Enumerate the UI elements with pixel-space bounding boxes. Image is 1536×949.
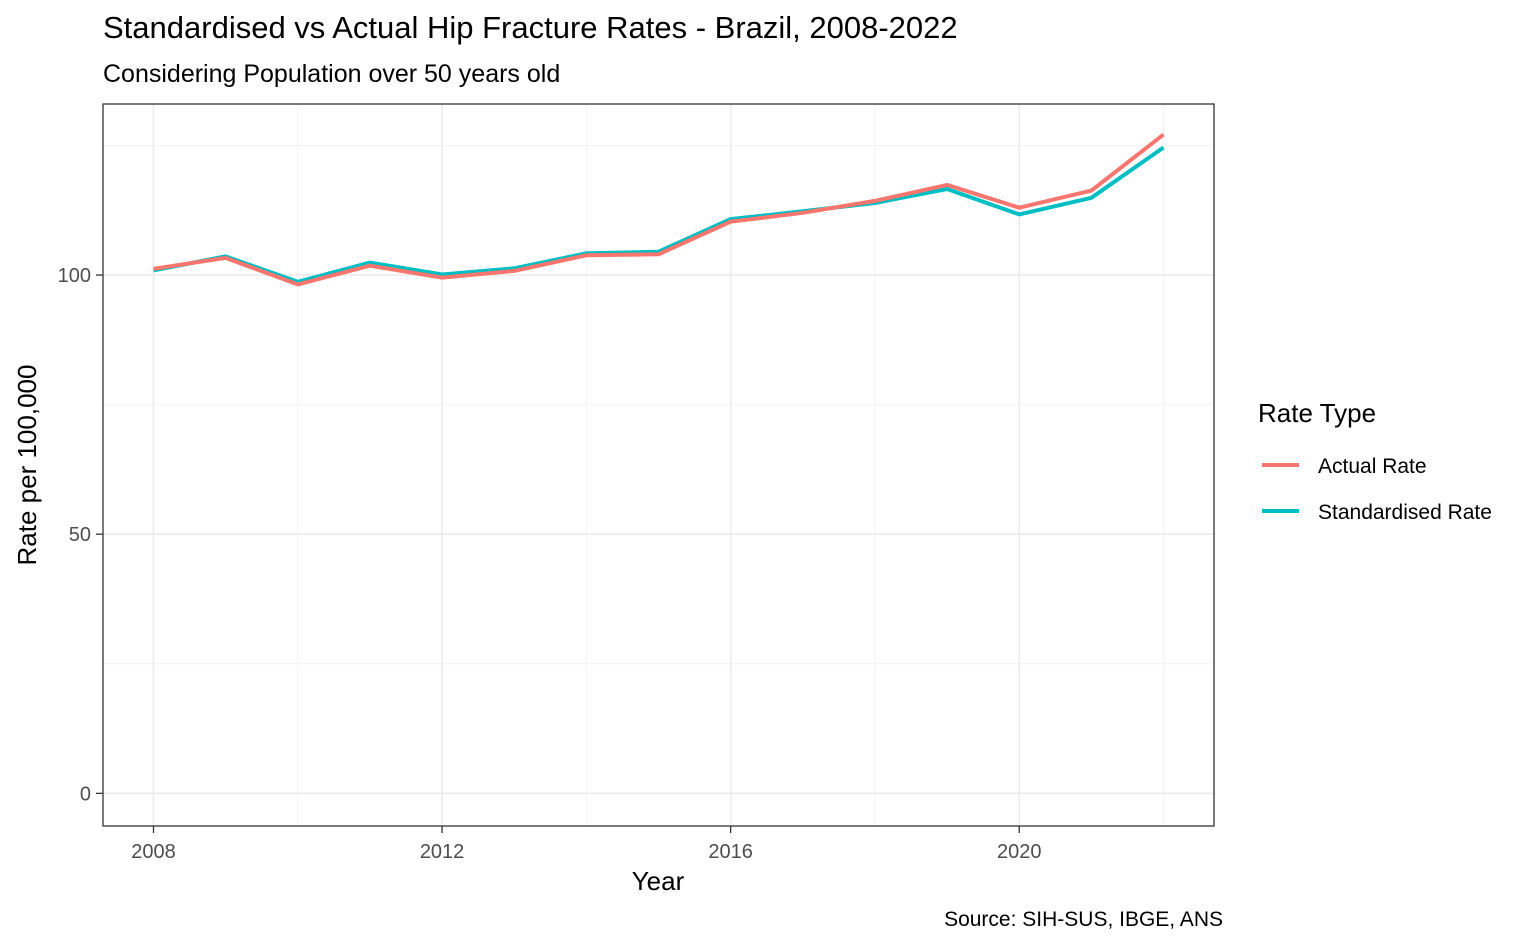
legend-label-actual-rate: Actual Rate [1318, 455, 1427, 478]
legend-title: Rate Type [1258, 398, 1376, 428]
x-tick-label: 2020 [997, 841, 1042, 863]
y-tick-label: 100 [58, 265, 91, 287]
chart-subtitle: Considering Population over 50 years old [103, 60, 561, 88]
x-tick-label: 2012 [420, 841, 465, 863]
axis-ticks [96, 274, 1020, 833]
series-line-standardised-rate [153, 145, 1165, 284]
x-tick-label: 2016 [708, 841, 753, 863]
y-tick-label: 50 [69, 524, 91, 546]
series-lines [153, 133, 1165, 287]
y-axis-title: Rate per 100,000 [12, 365, 42, 566]
chart-title: Standardised vs Actual Hip Fracture Rate… [103, 10, 958, 45]
legend-label-standardised-rate: Standardised Rate [1318, 501, 1492, 524]
plot-panel-border [102, 103, 1215, 827]
x-tick-labels: 2008 2012 2016 2020 [131, 841, 1041, 863]
major-gridlines [103, 104, 1214, 826]
x-axis-title: Year [632, 866, 685, 896]
x-tick-label: 2008 [131, 841, 176, 863]
source-caption: Source: SIH-SUS, IBGE, ANS [944, 908, 1223, 931]
y-tick-label: 0 [80, 783, 91, 805]
series-line-actual-rate [153, 133, 1165, 287]
legend-items: Actual Rate Standardised Rate [1262, 455, 1492, 524]
minor-gridlines [103, 104, 1214, 826]
y-tick-labels: 0 50 100 [58, 265, 91, 805]
legend: Rate Type Actual Rate Standardised Rate [1258, 398, 1492, 524]
